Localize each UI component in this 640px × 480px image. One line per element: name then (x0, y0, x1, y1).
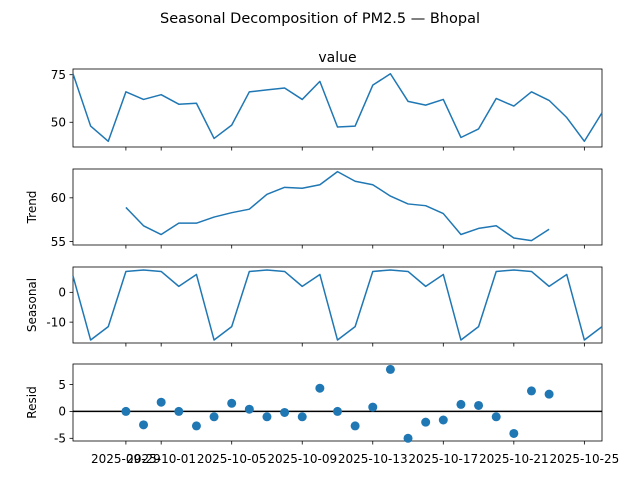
panel-frame-resid (72, 363, 603, 442)
resid-point (350, 421, 360, 431)
resid-point (227, 398, 237, 408)
x-tick-label: 2025-10-09 (267, 452, 337, 466)
resid-point (438, 415, 448, 425)
resid-point (456, 399, 466, 409)
resid-point (474, 400, 484, 410)
y-tick-label: 0 (58, 286, 66, 300)
panel-frame-observed (72, 68, 603, 148)
resid-point (139, 420, 149, 430)
resid-point (244, 404, 254, 414)
panel-trend: Trend 55 60 (25, 168, 603, 249)
resid-point (509, 428, 519, 438)
panel-observed: value 50 75 (51, 50, 603, 151)
resid-point (156, 397, 166, 407)
resid-point (209, 412, 219, 422)
resid-point (333, 406, 342, 416)
y-tick-label: 55 (51, 235, 66, 249)
resid-point (262, 412, 272, 422)
series-line-observed (72, 73, 603, 143)
y-tick-label: 50 (51, 116, 66, 130)
resid-point (385, 364, 395, 374)
x-tick-label: 2025-09-29 (91, 452, 161, 466)
x-tick-label: 2025-10-05 (197, 452, 267, 466)
resid-point (191, 421, 201, 431)
resid-point (526, 386, 536, 396)
x-tick-label: 2025-10-25 (549, 452, 619, 466)
y-tick-label: 0 (58, 405, 66, 419)
y-axis-label-resid: Resid (25, 386, 39, 418)
chart-title: Seasonal Decomposition of PM2.5 — Bhopal (160, 11, 480, 27)
resid-point (315, 383, 325, 393)
x-tick-label: 2025-10-01 (126, 452, 196, 466)
x-tick-label: 2025-10-17 (408, 452, 478, 466)
panel-seasonal: Seasonal -10 0 (25, 266, 603, 347)
resid-point (421, 417, 431, 427)
y-tick-label: -10 (46, 315, 66, 329)
y-axis-label-trend: Trend (25, 191, 39, 225)
resid-point (544, 389, 554, 399)
series-line-trend (125, 170, 550, 242)
x-tick-label: 2025-10-21 (479, 452, 549, 466)
resid-point (403, 433, 413, 443)
resid-point (491, 412, 501, 422)
y-axis-label-seasonal: Seasonal (25, 278, 39, 332)
panel-title-observed: value (318, 50, 356, 66)
panel-frame-seasonal (72, 266, 603, 344)
series-line-seasonal (72, 269, 603, 341)
panels-group: value 50 75 Trend 55 60 Seasonal -10 0 Resid -5 0 5 2… (25, 50, 619, 466)
y-tick-label: 60 (51, 191, 66, 205)
y-tick-label: 75 (51, 68, 66, 82)
resid-point (280, 407, 290, 417)
x-tick-label: 2025-10-13 (338, 452, 408, 466)
y-tick-label: -5 (54, 432, 66, 446)
resid-point (368, 402, 378, 412)
resid-point (121, 406, 131, 416)
panel-frame-trend (72, 168, 603, 246)
y-tick-label: 5 (58, 378, 66, 392)
resid-point (174, 406, 184, 416)
resid-point (297, 412, 307, 422)
